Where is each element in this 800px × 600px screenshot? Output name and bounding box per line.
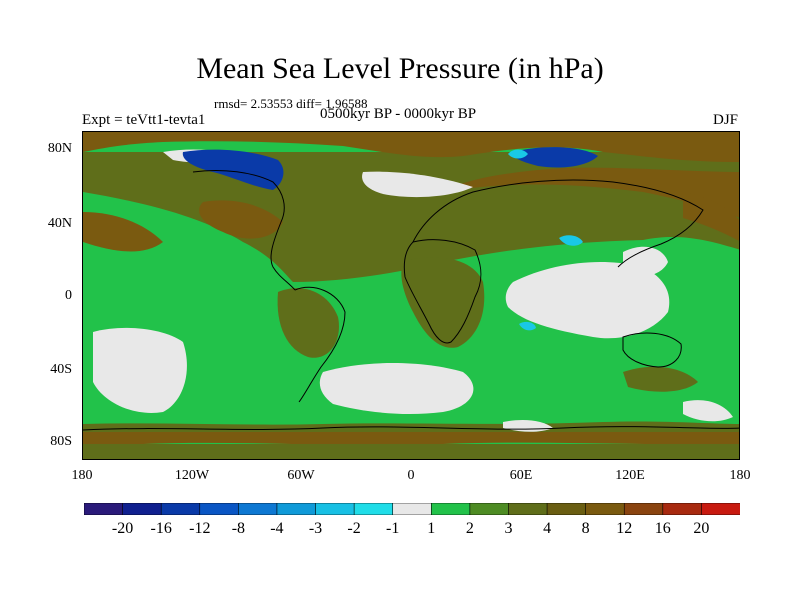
map-cyan-siberia (508, 149, 528, 159)
colorbar-label: 20 (693, 520, 710, 537)
map-cyan-tibet (559, 235, 583, 246)
colorbar-swatch (585, 503, 625, 515)
map-brown-america (199, 200, 283, 239)
season-label: DJF (712, 112, 738, 128)
map-light-southpacific (319, 363, 474, 415)
lon-label-0: 0 (407, 468, 415, 483)
map-brown-east (683, 192, 739, 241)
map-light-atlantic-north (362, 171, 473, 198)
map-panel (82, 131, 740, 460)
colorbar-label: -20 (111, 520, 134, 537)
map-brown-eurasia (443, 167, 739, 218)
period-label: 0500kyr BP - 0000kyr BP (320, 106, 477, 122)
colorbar-label: 1 (427, 520, 436, 537)
coast-south-america (294, 286, 346, 403)
colorbar-swatch (469, 503, 510, 515)
map-blue-siberia (512, 147, 598, 168)
lon-label-120w: 120W (174, 468, 210, 483)
colorbar-label: -8 (231, 520, 246, 537)
pressure-map (83, 132, 739, 459)
colorbar-label: -1 (386, 520, 400, 537)
map-brown-pacific (83, 212, 163, 252)
coast-europe-asia (412, 179, 704, 268)
map-olive-africa (401, 257, 485, 348)
lat-label-80s: 80S (50, 434, 72, 449)
map-brown-antarctic (83, 432, 739, 446)
lat-label-0: 0 (65, 288, 72, 303)
lon-label-120e: 120E (615, 468, 645, 483)
map-olive-antarctic-low (83, 444, 739, 459)
colorbar-swatch (546, 503, 587, 515)
coast-antarctica (83, 426, 739, 431)
colorbar-swatch (430, 503, 471, 515)
colorbar (84, 503, 740, 515)
colorbar-label: 16 (654, 520, 671, 537)
map-light-indian (505, 262, 670, 339)
colorbar-swatch (160, 503, 201, 515)
colorbar-label: 3 (504, 520, 513, 537)
map-light-australia-north (623, 246, 668, 277)
lon-label-180e: 180 (729, 468, 751, 483)
colorbar-label: -3 (308, 520, 323, 537)
colorbar-swatch (238, 503, 278, 515)
colorbar-label: -12 (189, 520, 211, 537)
colorbar-label: -16 (150, 520, 172, 537)
colorbar-swatch (353, 503, 394, 515)
lon-label-180w: 180 (71, 468, 93, 483)
map-light-pacific (93, 327, 187, 413)
lat-label-40n: 40N (47, 216, 72, 231)
map-olive-samerica (277, 288, 339, 358)
colorbar-swatch (662, 503, 703, 515)
colorbar-swatch (122, 503, 162, 515)
colorbar-swatch (199, 503, 239, 515)
lat-label-80n: 80N (47, 141, 72, 156)
coast-africa (403, 239, 482, 344)
lat-label-40s: 40S (50, 362, 72, 377)
colorbar-label: -4 (270, 520, 284, 537)
colorbar-swatch (508, 503, 548, 515)
map-blue-canada (182, 149, 284, 190)
stats-line: rmsd= 2.53553 diff= 1.96588 (214, 96, 368, 111)
lon-label-60w: 60W (287, 468, 315, 483)
experiment-label: Expt = teVtt1-tevta1 (82, 112, 206, 128)
colorbar-swatch (701, 503, 740, 515)
colorbar-label: -2 (347, 520, 361, 537)
map-brown-arctic (83, 132, 739, 162)
colorbar-swatch (392, 503, 432, 515)
coastlines (83, 170, 739, 431)
map-light-southern-east (683, 400, 733, 422)
map-cyan-indian (519, 321, 536, 331)
colorbar-label: 2 (465, 520, 474, 537)
colorbar-label: 4 (543, 520, 552, 537)
lon-label-60e: 60E (509, 468, 533, 483)
colorbar-swatch (623, 503, 664, 515)
colorbar-label: 12 (616, 520, 633, 537)
colorbar-swatch (315, 503, 355, 515)
chart-title: Mean Sea Level Pressure (in hPa) (196, 52, 604, 85)
colorbar-label: 8 (581, 520, 590, 537)
map-olive-pacific-east (623, 366, 698, 392)
coast-north-america (192, 170, 296, 291)
colorbar-swatch (84, 503, 124, 515)
colorbar-swatch (276, 503, 317, 515)
coast-australia (622, 332, 682, 368)
